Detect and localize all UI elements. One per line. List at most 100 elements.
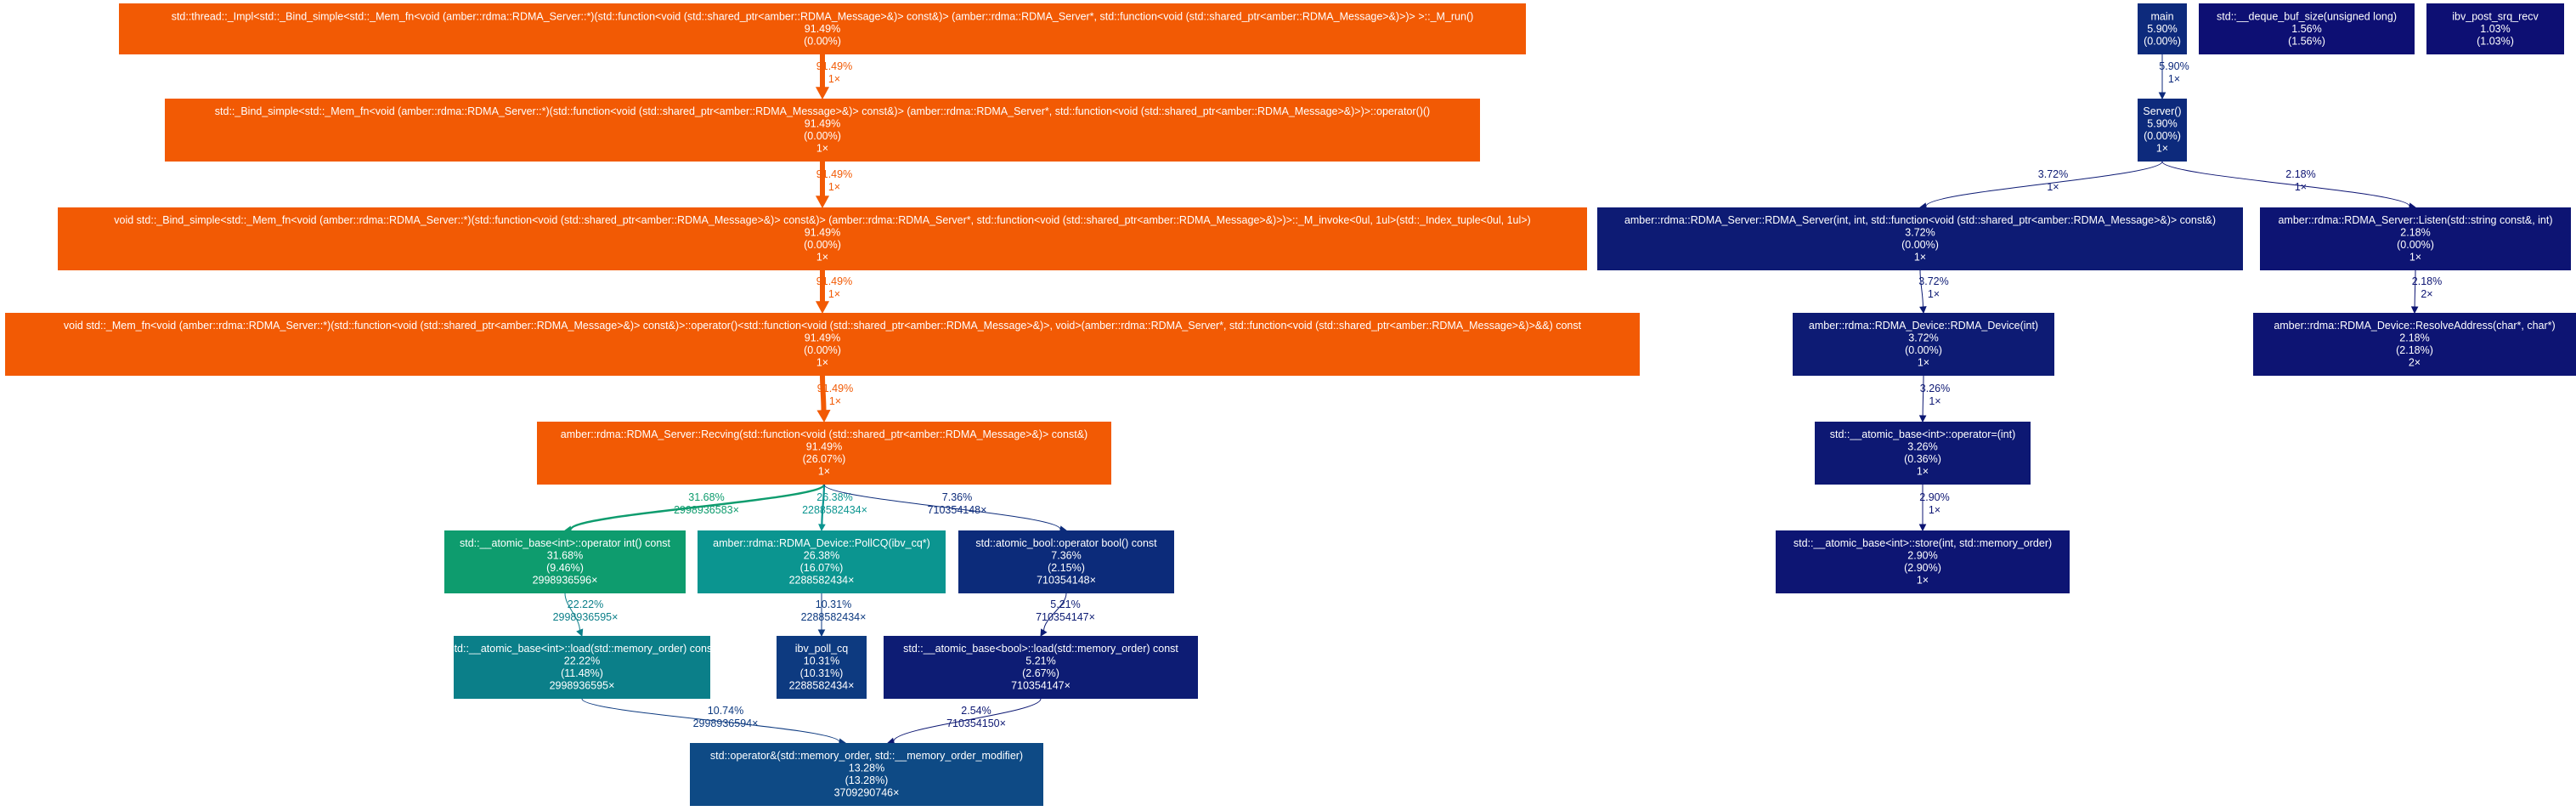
- edge-line: [1925, 161, 2163, 207]
- node-function-name: void std::_Bind_simple<std::_Mem_fn<void…: [114, 214, 1530, 226]
- edge-percent: 22.22%: [568, 598, 603, 610]
- function-node-deque-buf[interactable]: std::__deque_buf_size(unsigned long)1.56…: [2199, 3, 2415, 54]
- edge-calls: 1×: [828, 73, 840, 85]
- node-box[interactable]: [537, 422, 1111, 485]
- function-node-thread-run[interactable]: std::thread::_Impl<std::_Bind_simple<std…: [119, 3, 1526, 54]
- node-self-percent: (0.00%): [804, 130, 841, 142]
- node-box[interactable]: [165, 99, 1480, 162]
- call-edge: 31.68%2998936583×: [563, 483, 826, 533]
- node-box[interactable]: [5, 313, 1640, 376]
- function-node-rdma-device-ctor[interactable]: amber::rdma::RDMA_Device::RDMA_Device(in…: [1793, 313, 2054, 376]
- node-call-count: 710354148×: [1037, 575, 1096, 587]
- edge-arrowhead: [1918, 415, 1927, 423]
- edge-calls: 1×: [2295, 181, 2307, 193]
- node-self-percent: (0.00%): [1901, 239, 1939, 251]
- edge-line: [893, 698, 1042, 742]
- node-function-name: std::__atomic_base<int>::load(std::memor…: [449, 643, 715, 655]
- edge-calls: 1×: [828, 288, 840, 300]
- node-function-name: void std::_Mem_fn<void (amber::rdma::RDM…: [64, 320, 1582, 332]
- node-box[interactable]: [454, 636, 710, 699]
- node-function-name: amber::rdma::RDMA_Device::RDMA_Device(in…: [1809, 320, 2038, 332]
- node-function-name: std::__atomic_base<int>::store(int, std:…: [1794, 537, 2052, 549]
- node-total-percent: 2.18%: [2399, 332, 2429, 344]
- function-node-recving[interactable]: amber::rdma::RDMA_Server::Recving(std::f…: [537, 422, 1111, 485]
- node-function-name: ibv_post_srq_recv: [2452, 10, 2539, 22]
- call-edge: 10.31%2288582434×: [801, 593, 866, 638]
- function-node-bind-op[interactable]: std::_Bind_simple<std::_Mem_fn<void (amb…: [165, 99, 1480, 162]
- node-box[interactable]: [1597, 207, 2243, 270]
- edge-arrowhead: [816, 410, 831, 423]
- edge-line: [569, 483, 826, 530]
- function-node-resolve-addr[interactable]: amber::rdma::RDMA_Device::ResolveAddress…: [2253, 313, 2576, 376]
- node-self-percent: (11.48%): [561, 667, 603, 679]
- node-function-name: std::operator&(std::memory_order, std::_…: [710, 750, 1023, 762]
- node-self-percent: (2.15%): [1048, 562, 1085, 574]
- node-call-count: 1×: [1917, 466, 1929, 478]
- edge-percent: 31.68%: [688, 491, 724, 503]
- node-function-name: amber::rdma::RDMA_Server::Listen(std::st…: [2278, 214, 2552, 226]
- node-box[interactable]: [1793, 313, 2054, 376]
- function-node-mem-order-op[interactable]: std::operator&(std::memory_order, std::_…: [690, 743, 1043, 806]
- node-total-percent: 1.56%: [2291, 23, 2321, 35]
- function-node-atomic-bool-op[interactable]: std::atomic_bool::operator bool() const7…: [958, 530, 1174, 593]
- node-box[interactable]: [2199, 3, 2415, 54]
- node-total-percent: 5.90%: [2147, 23, 2177, 35]
- node-box[interactable]: [884, 636, 1198, 699]
- edges-layer: 91.49%1×91.49%1×91.49%1×91.49%1×31.68%29…: [553, 54, 2442, 746]
- call-edge: 2.54%710354150×: [886, 698, 1042, 746]
- edge-calls: 1×: [1929, 395, 1940, 407]
- edge-percent: 91.49%: [817, 383, 853, 394]
- edge-line: [1043, 593, 1067, 632]
- edge-arrowhead: [2410, 306, 2419, 315]
- node-self-percent: (26.07%): [803, 453, 846, 465]
- function-node-listen[interactable]: amber::rdma::RDMA_Server::Listen(std::st…: [2260, 207, 2571, 270]
- node-box[interactable]: [698, 530, 946, 593]
- function-node-rdma-server-ctor[interactable]: amber::rdma::RDMA_Server::RDMA_Server(in…: [1597, 207, 2243, 270]
- call-edge: 91.49%1×: [815, 269, 852, 315]
- node-box[interactable]: [1776, 530, 2070, 593]
- node-total-percent: 91.49%: [805, 118, 840, 130]
- node-self-percent: (10.31%): [800, 667, 844, 679]
- edge-calls: 1×: [828, 181, 840, 193]
- edge-line: [1919, 269, 1924, 308]
- node-total-percent: 2.90%: [1907, 550, 1937, 562]
- call-edge: 2.18%2×: [2410, 269, 2442, 315]
- node-box[interactable]: [2138, 3, 2187, 54]
- node-box[interactable]: [958, 530, 1174, 593]
- function-node-atomic-bool-load[interactable]: std::__atomic_base<bool>::load(std::memo…: [884, 636, 1198, 699]
- node-call-count: 1×: [818, 466, 830, 478]
- function-node-server[interactable]: Server()5.90%(0.00%)1×: [2138, 99, 2187, 162]
- edge-arrowhead: [1919, 306, 1927, 315]
- function-node-mem-fn-op[interactable]: void std::_Mem_fn<void (amber::rdma::RDM…: [5, 313, 1640, 376]
- node-box[interactable]: [777, 636, 867, 699]
- node-function-name: Server(): [2143, 105, 2181, 117]
- edge-percent: 10.31%: [816, 598, 851, 610]
- edge-calls: 2×: [2421, 288, 2432, 300]
- node-self-percent: (0.00%): [804, 239, 841, 251]
- node-box[interactable]: [119, 3, 1526, 54]
- function-node-atomic-int-load[interactable]: std::__atomic_base<int>::load(std::memor…: [449, 636, 715, 699]
- function-node-m-invoke[interactable]: void std::_Bind_simple<std::_Mem_fn<void…: [58, 207, 1587, 270]
- node-box[interactable]: [2138, 99, 2187, 162]
- function-node-atomic-int-op[interactable]: std::__atomic_base<int>::operator int() …: [444, 530, 686, 593]
- node-box[interactable]: [1815, 422, 2031, 485]
- call-edge: 22.22%2998936595×: [553, 593, 618, 638]
- node-box[interactable]: [2260, 207, 2571, 270]
- node-box[interactable]: [58, 207, 1587, 270]
- function-node-pollcq[interactable]: amber::rdma::RDMA_Device::PollCQ(ibv_cq*…: [698, 530, 946, 593]
- edge-arrowhead: [2158, 92, 2166, 100]
- node-call-count: 2998936595×: [550, 680, 615, 692]
- node-box[interactable]: [444, 530, 686, 593]
- function-node-atomic-int-assign[interactable]: std::__atomic_base<int>::operator=(int)3…: [1815, 422, 2031, 485]
- node-box[interactable]: [690, 743, 1043, 806]
- node-box[interactable]: [2253, 313, 2576, 376]
- node-function-name: amber::rdma::RDMA_Device::PollCQ(ibv_cq*…: [713, 537, 930, 549]
- edge-percent: 7.36%: [942, 491, 972, 503]
- edge-calls: 1×: [1929, 504, 1940, 516]
- node-box[interactable]: [2426, 3, 2564, 54]
- function-node-atomic-int-store[interactable]: std::__atomic_base<int>::store(int, std:…: [1776, 530, 2070, 593]
- node-total-percent: 91.49%: [806, 441, 842, 453]
